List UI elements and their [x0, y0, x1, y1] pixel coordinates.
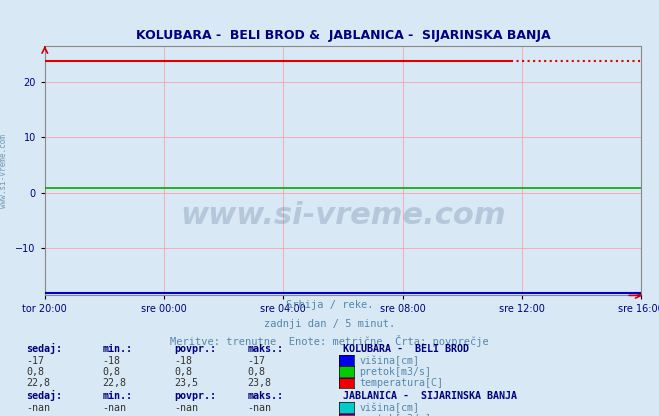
Text: -nan: -nan [102, 414, 126, 416]
Text: -nan: -nan [26, 403, 50, 413]
Text: sedaj:: sedaj: [26, 342, 63, 354]
Text: KOLUBARA -  BELI BROD: KOLUBARA - BELI BROD [343, 344, 469, 354]
Text: višina[cm]: višina[cm] [359, 356, 419, 366]
Text: 0,8: 0,8 [247, 367, 265, 377]
Text: pretok[m3/s]: pretok[m3/s] [359, 367, 431, 377]
Text: maks.:: maks.: [247, 344, 283, 354]
Text: -nan: -nan [102, 403, 126, 413]
Text: povpr.:: povpr.: [175, 391, 217, 401]
Text: maks.:: maks.: [247, 391, 283, 401]
Text: -17: -17 [26, 356, 44, 366]
Text: JABLANICA -  SIJARINSKA BANJA: JABLANICA - SIJARINSKA BANJA [343, 391, 517, 401]
Text: 0,8: 0,8 [175, 367, 192, 377]
Text: Meritve: trenutne  Enote: metrične  Črta: povprečje: Meritve: trenutne Enote: metrične Črta: … [170, 335, 489, 347]
Text: 23,5: 23,5 [175, 379, 198, 389]
Text: -18: -18 [102, 356, 120, 366]
Text: 22,8: 22,8 [26, 379, 50, 389]
Text: -nan: -nan [175, 403, 198, 413]
Text: -nan: -nan [26, 414, 50, 416]
Text: -nan: -nan [175, 414, 198, 416]
Text: min.:: min.: [102, 391, 132, 401]
Text: www.si-vreme.com: www.si-vreme.com [180, 201, 506, 230]
Title: KOLUBARA -  BELI BROD &  JABLANICA -  SIJARINSKA BANJA: KOLUBARA - BELI BROD & JABLANICA - SIJAR… [136, 29, 550, 42]
Text: -18: -18 [175, 356, 192, 366]
Text: -17: -17 [247, 356, 265, 366]
Text: povpr.:: povpr.: [175, 344, 217, 354]
Text: pretok[m3/s]: pretok[m3/s] [359, 414, 431, 416]
Text: 23,8: 23,8 [247, 379, 271, 389]
Text: 22,8: 22,8 [102, 379, 126, 389]
Text: sedaj:: sedaj: [26, 389, 63, 401]
Text: 0,8: 0,8 [26, 367, 44, 377]
Text: www.si-vreme.com: www.si-vreme.com [0, 134, 8, 208]
Text: višina[cm]: višina[cm] [359, 403, 419, 413]
Text: zadnji dan / 5 minut.: zadnji dan / 5 minut. [264, 319, 395, 329]
Text: Srbija / reke.: Srbija / reke. [286, 300, 373, 310]
Text: min.:: min.: [102, 344, 132, 354]
Text: 0,8: 0,8 [102, 367, 120, 377]
Text: -nan: -nan [247, 403, 271, 413]
Text: temperatura[C]: temperatura[C] [359, 379, 443, 389]
Text: -nan: -nan [247, 414, 271, 416]
